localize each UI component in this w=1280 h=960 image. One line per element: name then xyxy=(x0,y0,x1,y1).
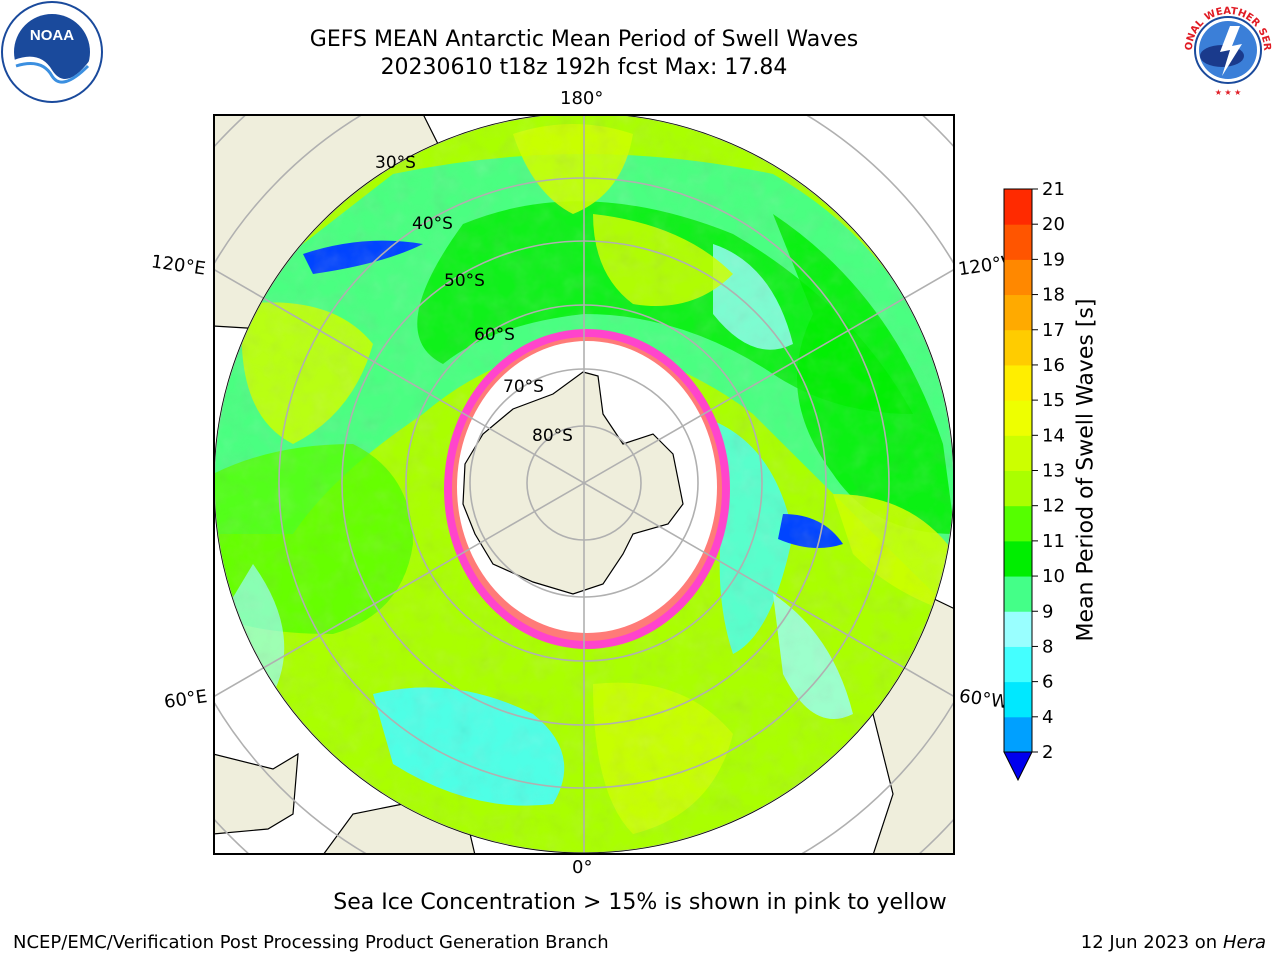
lon-label-120e: 120°E xyxy=(149,251,207,280)
colorbar-tick-label: 12 xyxy=(1042,496,1065,517)
lon-label-0: 0° xyxy=(572,857,593,878)
colorbar-tick-label: 9 xyxy=(1042,601,1053,622)
nws-logo: NATIONAL WEATHER SERVICE ★ ★ ★ xyxy=(1178,0,1276,98)
lat-label-40s: 40°S xyxy=(412,214,453,234)
colorbar-segment xyxy=(1004,224,1032,260)
colorbar-tick-label: 6 xyxy=(1042,672,1053,693)
colorbar-tick-label: 15 xyxy=(1042,390,1065,411)
colorbar-segment xyxy=(1004,259,1032,296)
lat-label-80s: 80°S xyxy=(532,426,573,446)
footer-host: Hera xyxy=(1222,932,1266,953)
noaa-logo: NOAA xyxy=(1,1,103,103)
colorbar-ticks: 2 4 6 8 9 10 11 12 13 14 15 16 17 18 19 20 21 xyxy=(1032,180,1065,763)
colorbar-segment xyxy=(1004,294,1032,331)
colorbar-tick-label: 13 xyxy=(1042,461,1065,482)
colorbar-segment xyxy=(1004,540,1032,577)
graticule-outer xyxy=(213,114,955,855)
colorbar-tick-label: 11 xyxy=(1042,531,1065,552)
lat-label-50s: 50°S xyxy=(444,271,485,291)
colorbar-segment xyxy=(1004,189,1032,225)
colorbar-segment xyxy=(1004,400,1032,436)
colorbar-segment xyxy=(1004,646,1032,683)
colorbar-segments xyxy=(1004,189,1032,753)
noaa-logo-text: NOAA xyxy=(30,27,74,44)
colorbar-tick-label: 16 xyxy=(1042,355,1065,376)
colorbar-segment xyxy=(1004,435,1032,471)
colorbar-segment xyxy=(1004,576,1032,612)
colorbar-segment xyxy=(1004,716,1032,753)
colorbar-tick-label: 2 xyxy=(1042,742,1053,763)
footer-date: 12 Jun 2023 on Hera xyxy=(1081,932,1266,953)
colorbar-tick-label: 18 xyxy=(1042,285,1065,306)
lat-label-70s: 70°S xyxy=(503,377,544,397)
colorbar-segment xyxy=(1004,611,1032,647)
colorbar-segment xyxy=(1004,470,1032,507)
lat-label-60s: 60°S xyxy=(474,325,515,345)
lon-label-60e: 60°E xyxy=(162,686,209,713)
colorbar-tick-label: 21 xyxy=(1042,180,1065,200)
footer-date-text: 12 Jun 2023 on xyxy=(1080,932,1218,953)
colorbar-segment xyxy=(1004,505,1032,542)
page-title: GEFS MEAN Antarctic Mean Period of Swell… xyxy=(309,27,859,52)
colorbar-tick-label: 20 xyxy=(1042,214,1065,235)
colorbar-label: Mean Period of Swell Waves [s] xyxy=(1073,298,1099,642)
colorbar-tick-label: 17 xyxy=(1042,320,1065,341)
colorbar-tick-label: 14 xyxy=(1042,425,1065,446)
colorbar-extend-arrow xyxy=(1003,751,1033,782)
page-subtitle: 20230610 t18z 192h fcst Max: 17.84 xyxy=(380,55,788,80)
colorbar: 2 4 6 8 9 10 11 12 13 14 15 16 17 18 19 20 21 xyxy=(1003,180,1065,782)
lat-label-30s: 30°S xyxy=(375,153,416,173)
colorbar-segment xyxy=(1004,329,1032,366)
colorbar-segment xyxy=(1004,364,1032,401)
colorbar-tick-label: 10 xyxy=(1042,566,1065,587)
lon-label-180: 180° xyxy=(560,88,604,109)
footer-credit: NCEP/EMC/Verification Post Processing Pr… xyxy=(13,932,609,953)
svg-text:★ ★ ★: ★ ★ ★ xyxy=(1215,88,1242,97)
colorbar-tick-label: 8 xyxy=(1042,636,1053,657)
lightning-icon xyxy=(1220,26,1242,76)
sea-ice-note: Sea Ice Concentration > 15% is shown in … xyxy=(333,890,947,915)
colorbar-segment xyxy=(1004,681,1032,718)
colorbar-tick-label: 19 xyxy=(1042,249,1065,270)
polar-map: 30°S 40°S 50°S 60°S 70°S 80°S xyxy=(213,114,955,855)
colorbar-tick-label: 4 xyxy=(1042,707,1053,728)
